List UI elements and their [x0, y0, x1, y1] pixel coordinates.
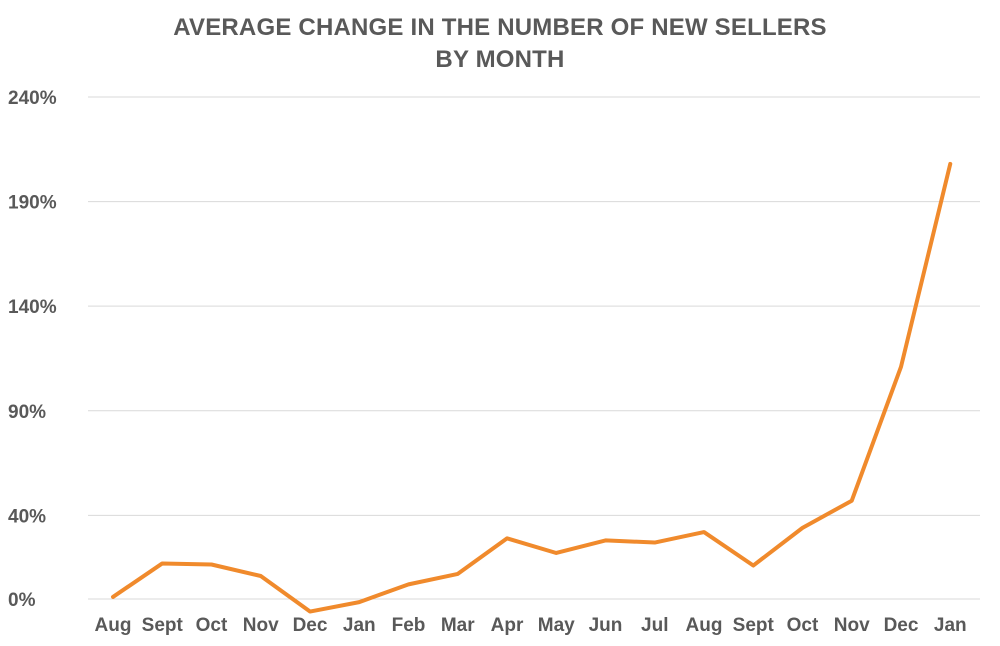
y-tick-label: 240% [8, 88, 57, 109]
x-tick-label: Nov [834, 615, 870, 636]
chart-title: AVERAGE CHANGE IN THE NUMBER OF NEW SELL… [0, 12, 1000, 76]
x-tick-label: Mar [441, 615, 475, 636]
x-tick-label: Dec [293, 615, 328, 636]
x-tick-label: Jan [343, 615, 376, 636]
y-tick-label: 40% [8, 506, 46, 527]
y-tick-label: 0% [8, 590, 36, 611]
x-tick-label: Aug [95, 615, 132, 636]
x-tick-label: Jan [934, 615, 967, 636]
x-tick-label: Jul [641, 615, 668, 636]
x-tick-label: Sept [142, 615, 184, 636]
x-tick-label: Apr [491, 615, 524, 636]
y-tick-label: 190% [8, 193, 57, 214]
y-tick-label: 90% [8, 402, 46, 423]
x-tick-label: Aug [686, 615, 723, 636]
x-tick-label: Oct [787, 615, 819, 636]
series-line [111, 161, 953, 614]
x-tick-label: Nov [243, 615, 279, 636]
chart-title-line-1: AVERAGE CHANGE IN THE NUMBER OF NEW SELL… [173, 14, 827, 41]
x-tick-label: May [538, 615, 575, 636]
x-tick-label: Jun [589, 615, 623, 636]
x-tick-label: Dec [884, 615, 919, 636]
chart-title-line-2: BY MONTH [435, 46, 565, 73]
y-tick-label: 140% [8, 297, 57, 318]
x-tick-label: Sept [733, 615, 775, 636]
x-tick-label: Oct [196, 615, 228, 636]
x-tick-label: Feb [392, 615, 426, 636]
